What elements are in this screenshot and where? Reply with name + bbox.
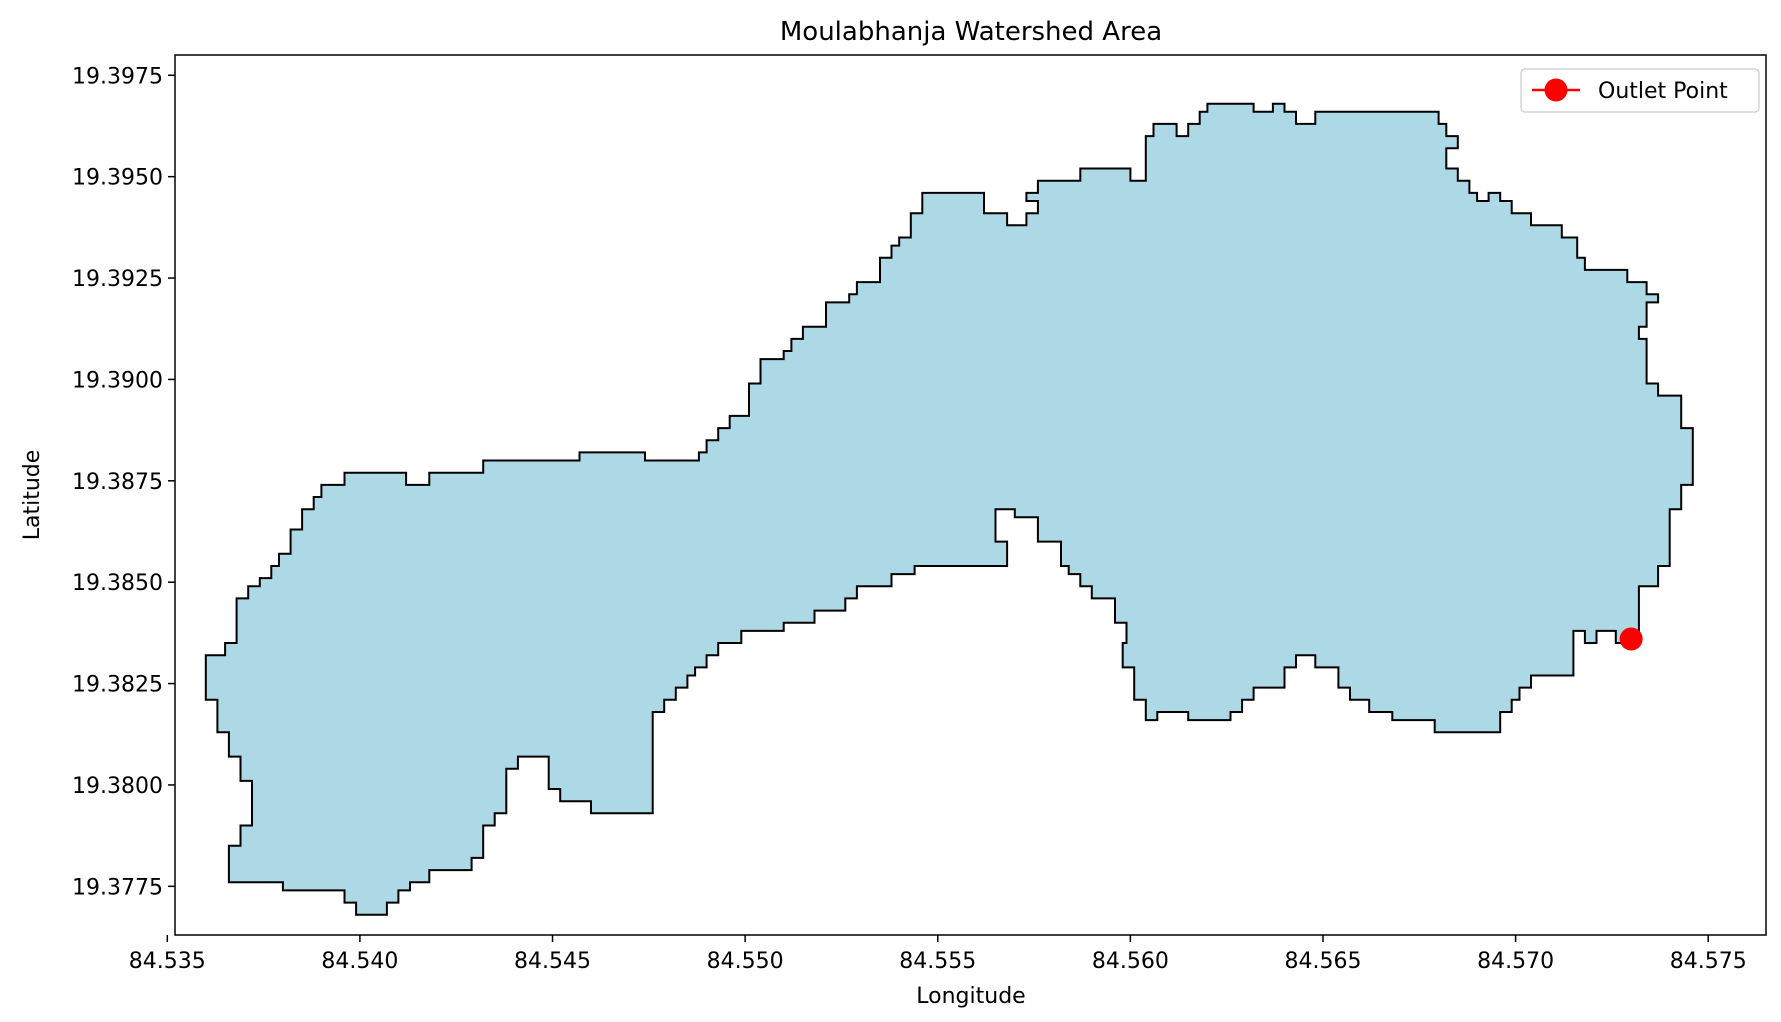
y-tick-label: 19.3950: [72, 166, 163, 191]
y-tick-label: 19.3825: [72, 673, 163, 698]
y-axis: 19.3775 19.3800 19.3825 19.3850 19.3875 19.39…: [72, 64, 175, 900]
x-tick-label: 84.550: [707, 949, 784, 974]
x-tick-label: 84.565: [1284, 949, 1361, 974]
chart-title: Moulabhanja Watershed Area: [780, 17, 1162, 47]
plot-area: [204, 102, 1694, 916]
x-axis-label: Longitude: [916, 984, 1025, 1009]
legend-marker-swatch: [1544, 78, 1568, 102]
y-tick-label: 19.3975: [72, 64, 163, 89]
legend-label: Outlet Point: [1598, 79, 1728, 104]
axes-frame: [174, 54, 1767, 936]
y-tick-label: 19.3900: [72, 368, 163, 393]
y-tick-label: 19.3775: [72, 875, 163, 900]
x-axis: 84.535 84.540 84.545 84.550 84.555 84.560 84.5…: [129, 935, 1747, 974]
x-tick-label: 84.570: [1477, 949, 1554, 974]
x-tick-label: 84.555: [899, 949, 976, 974]
legend-frame: [1520, 68, 1760, 113]
x-tick-label: 84.575: [1670, 949, 1747, 974]
x-tick-label: 84.545: [514, 949, 591, 974]
watershed-polygon: [204, 102, 1694, 916]
y-tick-label: 19.3800: [72, 774, 163, 799]
y-axis-label: Latitude: [20, 450, 45, 541]
y-tick-label: 19.3875: [72, 470, 163, 495]
x-tick-label: 84.540: [321, 949, 398, 974]
outlet-point-marker: [1619, 627, 1643, 651]
x-tick-label: 84.560: [1092, 949, 1169, 974]
y-tick-label: 19.3925: [72, 267, 163, 292]
x-tick-label: 84.535: [129, 949, 206, 974]
y-tick-label: 19.3850: [72, 571, 163, 596]
legend: Outlet Point: [1520, 68, 1760, 113]
